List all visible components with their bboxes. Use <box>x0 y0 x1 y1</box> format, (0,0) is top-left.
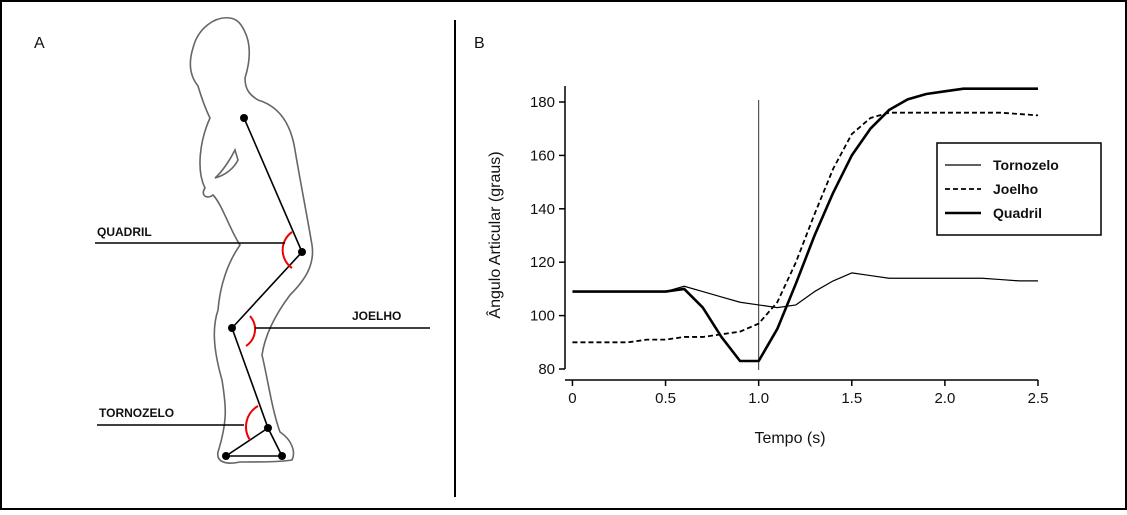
x-tick-label: 1.0 <box>748 390 769 407</box>
legend-label: Quadril <box>993 205 1042 221</box>
series-line <box>572 111 1039 344</box>
silhouette <box>189 17 314 464</box>
joint-label: QUADRIL <box>97 225 152 239</box>
series-line <box>572 87 1038 363</box>
legend-label: Tornozelo <box>993 157 1059 173</box>
legend-label: Joelho <box>993 181 1038 197</box>
y-tick-label: 80 <box>538 361 555 378</box>
x-tick-label: 1.5 <box>841 390 862 407</box>
y-tick-label: 120 <box>530 254 555 271</box>
panel-label: A <box>34 35 45 52</box>
x-tick-label: 0.5 <box>655 390 676 407</box>
y-tick-label: 100 <box>530 308 555 325</box>
y-tick-label: 140 <box>530 201 555 218</box>
y-tick-label: 180 <box>530 94 555 111</box>
joints <box>222 114 306 460</box>
x-axis-label: Tempo (s) <box>754 430 825 447</box>
x-tick-label: 0 <box>568 390 576 407</box>
x-tick-label: 2.5 <box>1028 390 1049 407</box>
x-tick-label: 2.0 <box>934 390 955 407</box>
panel-a: A QUADRIL JOELHO TORNOZELO <box>34 17 430 464</box>
angle-arcs <box>245 231 293 441</box>
joint-label: JOELHO <box>352 309 401 323</box>
y-tick-label: 160 <box>530 147 555 164</box>
y-axis-label: Ângulo Articular (graus) <box>485 151 504 318</box>
label-lines <box>95 242 430 426</box>
panel-label: B <box>474 35 485 52</box>
joint-label: TORNOZELO <box>99 406 174 420</box>
